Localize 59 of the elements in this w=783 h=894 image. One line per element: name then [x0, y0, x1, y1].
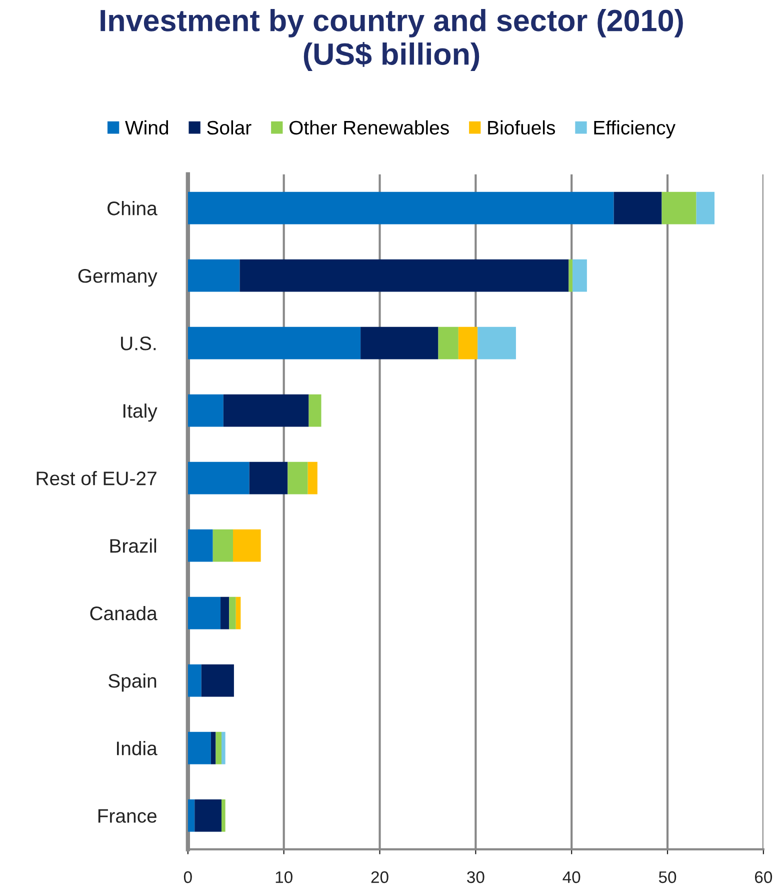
legend-label: Biofuels	[488, 120, 556, 135]
bar	[288, 462, 308, 494]
bar	[249, 462, 288, 494]
bar	[614, 192, 662, 224]
bar	[308, 394, 322, 427]
bar	[201, 664, 234, 697]
y-tick-label: Rest of EU-27	[36, 471, 156, 486]
bar	[188, 326, 361, 360]
chart-title: Investment by country and sector (2010) (US$ billion)	[100, 8, 683, 71]
bar	[568, 259, 573, 292]
bar	[221, 799, 226, 832]
y-tick-label: Italy	[124, 404, 158, 422]
bar	[188, 596, 221, 630]
y-tick-label: U.S.	[121, 336, 156, 350]
bar	[223, 394, 309, 427]
x-tick-label: 20	[371, 871, 388, 884]
bar	[240, 259, 569, 292]
bar	[221, 732, 226, 764]
y-tick-label: Brazil	[110, 538, 156, 553]
bar	[233, 529, 261, 562]
x-tick-label: 60	[755, 871, 772, 884]
bar	[188, 799, 195, 832]
bar	[188, 529, 213, 562]
x-tick-label: 40	[562, 871, 580, 884]
bar	[210, 732, 216, 764]
bar	[458, 326, 478, 360]
bar	[220, 596, 230, 630]
bar	[188, 192, 614, 224]
x-tick-label: 0	[184, 871, 192, 884]
x-tick-label: 50	[658, 871, 676, 884]
bar	[308, 462, 318, 494]
bar	[236, 596, 241, 630]
legend-label: Solar	[207, 120, 252, 135]
legend-label: Wind	[125, 120, 168, 135]
y-tick-label: China	[108, 201, 158, 216]
legend-label: Efficiency	[594, 120, 676, 138]
bar	[572, 259, 587, 292]
x-tick-label: 10	[276, 871, 292, 884]
y-tick-label: Spain	[108, 674, 156, 692]
bar	[188, 394, 224, 427]
bar	[188, 732, 211, 764]
bar	[188, 259, 240, 292]
y-tick-label: Germany	[78, 269, 158, 287]
bar	[229, 596, 236, 630]
y-tick-label: France	[98, 809, 157, 823]
x-tick-label: 30	[467, 871, 484, 884]
bar	[194, 799, 222, 832]
bar	[438, 326, 458, 360]
bar	[188, 664, 202, 697]
y-tick-label: Canada	[90, 606, 158, 620]
bar	[696, 192, 715, 224]
bar	[212, 529, 233, 562]
bar	[216, 732, 222, 764]
legend-label: Other Renewables	[289, 120, 449, 135]
bar	[188, 462, 250, 494]
bar	[360, 326, 438, 360]
bar	[478, 326, 516, 360]
bar	[662, 192, 696, 224]
y-tick-label: India	[117, 741, 158, 756]
